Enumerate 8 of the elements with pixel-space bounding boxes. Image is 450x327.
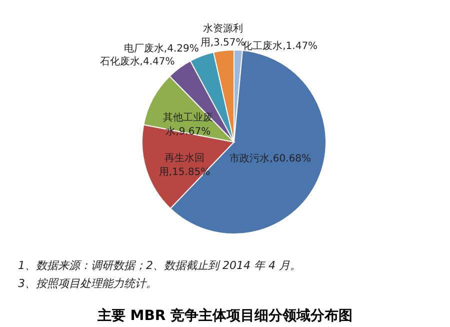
text: 3、按照项目处理能力统计。: [18, 277, 157, 290]
slice-label: 化工废水,1.47%: [242, 40, 318, 52]
slice-label: 水资源利用,3.57%: [200, 22, 246, 49]
text: 1、数据来源：调研数据；2、数据截止到 2014 年 4 月。: [18, 259, 301, 272]
text: 主要 MBR 竞争主体项目细分领域分布图: [96, 307, 353, 324]
slice-label: 石化废水,4.47%: [100, 55, 175, 68]
slice-label: 电厂废水,4.29%: [124, 42, 199, 54]
slice-label: 市政污水,60.68%: [230, 152, 312, 165]
